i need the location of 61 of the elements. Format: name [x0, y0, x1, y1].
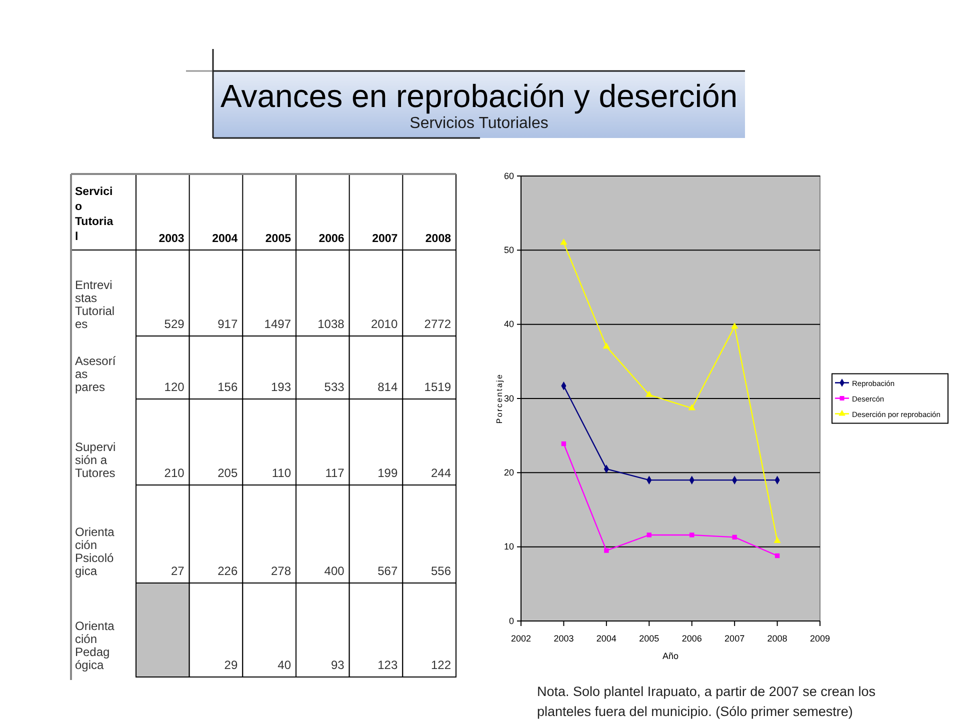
data-label: 120 — [164, 380, 185, 394]
y-axis-title: Servicio Tutorial — [75, 185, 114, 245]
y-tick-label: Entrevistas Tutoriales — [75, 278, 116, 331]
data-label: 122 — [430, 658, 452, 672]
x-tick-label: 2006 — [682, 634, 702, 644]
data-label: 400 — [324, 564, 345, 578]
y-tick-label: 60 — [504, 170, 514, 181]
data-label: 210 — [164, 466, 185, 480]
y-tick-label: Orientación Pedagógica — [75, 619, 116, 672]
data-label: 529 — [164, 317, 185, 331]
data-label: 1038 — [318, 317, 345, 331]
x-tick-label: 2002 — [510, 634, 532, 644]
x-tick-label: 2007 — [724, 634, 745, 644]
y-tick-label: 10 — [504, 542, 514, 552]
data-label: 40 — [278, 658, 292, 672]
y-tick-label: Orientación Psicológica — [75, 525, 116, 578]
x-tick-label: 2005 — [639, 634, 660, 644]
chart-title: Avances en reprobación y deserción — [220, 78, 738, 114]
data-label: 278 — [270, 564, 292, 578]
y-tick-label: 50 — [504, 245, 514, 256]
y-tick-label: 30 — [504, 393, 514, 404]
y-axis-title: Porcentaje — [495, 373, 504, 424]
data-label: 533 — [324, 380, 345, 394]
y-tick-label: 0 — [508, 616, 514, 626]
x-tick-label: 2006 — [318, 233, 344, 245]
data-label: 917 — [218, 317, 238, 331]
x-tick-label: 2004 — [212, 233, 238, 245]
x-tick-label: 2007 — [372, 233, 398, 245]
y-tick-label: Supervisión a Tutores — [75, 440, 116, 480]
data-label: 93 — [330, 658, 345, 672]
y-tick-label: 20 — [504, 468, 514, 478]
data-label: 110 — [272, 466, 292, 480]
x-tick-label: 2008 — [425, 233, 452, 245]
data-label: 117 — [325, 466, 345, 480]
x-axis-title: Año — [662, 651, 679, 661]
chart-subtitle: Servicios Tutoriales — [410, 115, 548, 132]
data-label: 27 — [170, 564, 185, 578]
x-tick-label: 2003 — [158, 233, 184, 245]
data-label: 814 — [378, 380, 398, 394]
x-tick-label: 2005 — [265, 233, 292, 245]
data-label: 1519 — [424, 380, 452, 394]
x-tick-label: 2008 — [767, 634, 788, 644]
x-tick-label: 2003 — [554, 634, 574, 644]
data-label: 244 — [430, 466, 452, 480]
data-label: 1497 — [264, 317, 292, 331]
data-label: 567 — [378, 564, 398, 578]
data-label: 29 — [224, 658, 238, 672]
data-label: 193 — [270, 380, 292, 394]
x-tick-label: 2009 — [810, 634, 830, 644]
data-label: 205 — [218, 466, 238, 480]
data-label: 2772 — [424, 317, 452, 331]
x-tick-label: 2004 — [596, 634, 616, 644]
y-tick-label: Asesorías pares — [75, 354, 116, 394]
data-label: 156 — [218, 380, 238, 394]
data-label: 199 — [378, 466, 398, 480]
data-label: 226 — [218, 564, 238, 578]
data-label: 556 — [430, 564, 452, 578]
y-tick-label: 40 — [504, 319, 514, 330]
data-label: 123 — [378, 658, 398, 672]
data-label: 2010 — [370, 317, 398, 331]
text: Nota. Solo plantel Irapuato, a partir de 2007 se crean los planteles fuera del municipio. (Sólo primer semestre) — [537, 683, 876, 720]
